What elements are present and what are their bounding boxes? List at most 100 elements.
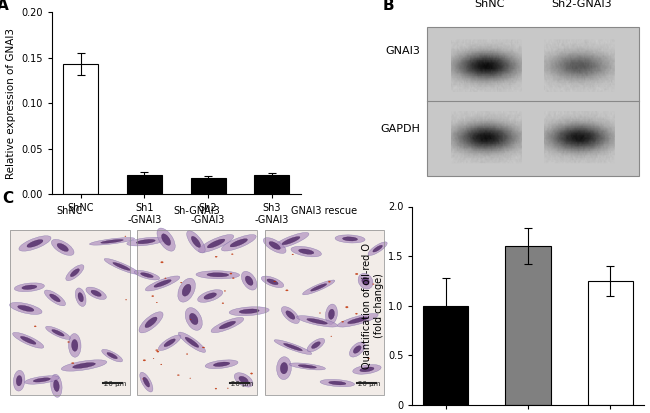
Ellipse shape — [127, 237, 164, 246]
Ellipse shape — [159, 335, 181, 351]
Ellipse shape — [140, 273, 153, 278]
Ellipse shape — [227, 388, 228, 389]
Ellipse shape — [263, 237, 286, 254]
Ellipse shape — [61, 360, 107, 371]
Bar — [190, 178, 226, 194]
Bar — [10, 230, 130, 395]
Ellipse shape — [57, 243, 68, 252]
Ellipse shape — [75, 288, 86, 306]
Ellipse shape — [213, 362, 230, 366]
Ellipse shape — [107, 352, 118, 359]
Ellipse shape — [337, 313, 378, 327]
Ellipse shape — [360, 367, 374, 372]
Ellipse shape — [136, 240, 155, 244]
Ellipse shape — [154, 280, 171, 287]
Ellipse shape — [125, 299, 127, 300]
Ellipse shape — [125, 236, 126, 237]
Ellipse shape — [25, 376, 59, 384]
Ellipse shape — [70, 269, 79, 277]
Ellipse shape — [20, 336, 36, 344]
Bar — [63, 64, 98, 194]
Ellipse shape — [10, 302, 42, 314]
Text: 20 μm: 20 μm — [358, 381, 380, 387]
Text: Sh-GNAI3: Sh-GNAI3 — [174, 206, 220, 216]
Ellipse shape — [207, 273, 229, 277]
Text: A: A — [0, 0, 9, 13]
Bar — [254, 175, 289, 194]
Ellipse shape — [113, 262, 130, 271]
Ellipse shape — [346, 306, 348, 308]
Ellipse shape — [328, 309, 335, 319]
Ellipse shape — [143, 360, 146, 361]
Ellipse shape — [46, 326, 70, 339]
Text: 20 μm: 20 μm — [231, 381, 253, 387]
Ellipse shape — [52, 330, 64, 336]
Ellipse shape — [16, 375, 22, 386]
Ellipse shape — [298, 249, 314, 254]
Ellipse shape — [12, 332, 44, 348]
Ellipse shape — [34, 326, 36, 327]
Ellipse shape — [178, 278, 196, 302]
Ellipse shape — [91, 290, 101, 297]
Ellipse shape — [231, 254, 233, 255]
Ellipse shape — [229, 307, 269, 316]
Ellipse shape — [329, 381, 346, 385]
Ellipse shape — [190, 319, 191, 320]
Ellipse shape — [190, 313, 198, 325]
Ellipse shape — [215, 388, 217, 389]
Bar — [265, 230, 384, 395]
Ellipse shape — [239, 376, 248, 383]
Ellipse shape — [280, 363, 288, 374]
Ellipse shape — [274, 340, 312, 354]
Ellipse shape — [104, 259, 139, 274]
Ellipse shape — [51, 240, 74, 255]
Ellipse shape — [53, 380, 59, 392]
Ellipse shape — [261, 276, 284, 287]
Ellipse shape — [139, 312, 163, 333]
Ellipse shape — [277, 357, 291, 380]
Ellipse shape — [368, 242, 387, 256]
Ellipse shape — [356, 273, 358, 275]
Bar — [265, 230, 384, 395]
Text: GAPDH: GAPDH — [380, 123, 420, 134]
Ellipse shape — [353, 365, 381, 374]
Ellipse shape — [33, 378, 51, 382]
Ellipse shape — [18, 305, 34, 311]
Ellipse shape — [157, 228, 176, 251]
Ellipse shape — [273, 233, 309, 249]
Ellipse shape — [372, 284, 374, 285]
Text: 20 μm: 20 μm — [103, 381, 126, 387]
Ellipse shape — [250, 373, 253, 374]
Ellipse shape — [66, 265, 84, 281]
Ellipse shape — [269, 242, 280, 249]
Ellipse shape — [239, 309, 259, 313]
Ellipse shape — [289, 363, 326, 370]
Ellipse shape — [286, 311, 295, 319]
Ellipse shape — [101, 240, 124, 243]
Ellipse shape — [233, 278, 234, 279]
Ellipse shape — [191, 236, 201, 247]
Ellipse shape — [342, 321, 344, 322]
Ellipse shape — [196, 271, 240, 279]
Ellipse shape — [140, 372, 153, 392]
Ellipse shape — [230, 239, 248, 247]
Ellipse shape — [348, 317, 368, 324]
Ellipse shape — [14, 283, 44, 292]
Bar — [423, 306, 468, 405]
Ellipse shape — [143, 377, 150, 387]
Bar — [588, 281, 633, 405]
Ellipse shape — [187, 231, 205, 253]
Ellipse shape — [161, 261, 163, 263]
Ellipse shape — [72, 339, 78, 351]
Bar — [137, 230, 257, 395]
Ellipse shape — [44, 290, 66, 306]
Ellipse shape — [335, 235, 365, 243]
Ellipse shape — [245, 276, 253, 285]
Ellipse shape — [274, 281, 276, 282]
Ellipse shape — [156, 302, 157, 303]
Ellipse shape — [320, 380, 354, 387]
Ellipse shape — [307, 318, 328, 324]
Ellipse shape — [161, 364, 162, 365]
Ellipse shape — [164, 339, 176, 347]
Ellipse shape — [185, 337, 199, 347]
